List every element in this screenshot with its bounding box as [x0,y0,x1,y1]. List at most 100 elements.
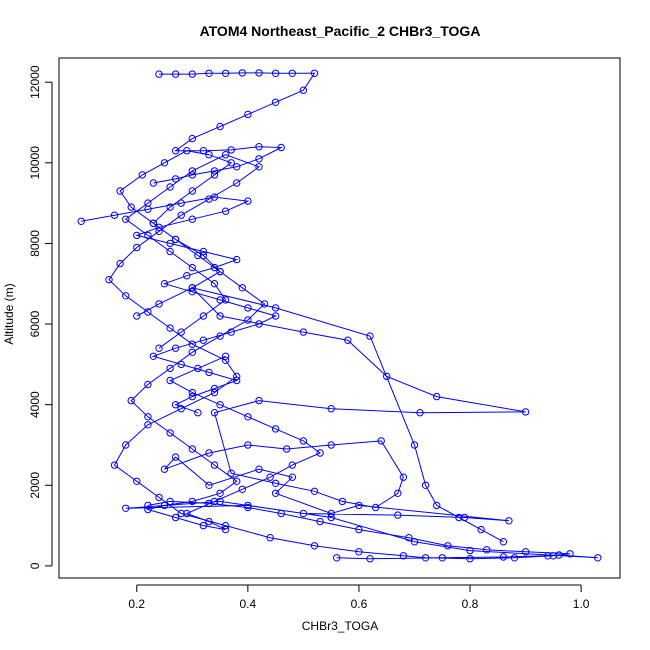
data-point [310,542,319,550]
data-point [327,441,335,449]
data-point [216,312,224,320]
y-tick-label: 10000 [28,146,42,180]
data-point [221,525,230,534]
data-point [144,505,152,514]
data-point [483,546,491,554]
data-point [127,396,135,405]
data-point [216,489,224,497]
data-point [127,203,135,211]
x-tick-label: 0.6 [351,597,368,611]
data-point [594,554,602,562]
data-point [521,548,530,556]
series-line [108,154,571,560]
data-point [133,312,141,320]
data-point [288,69,296,78]
data-point [160,501,169,510]
data-point [288,473,296,481]
data-point [366,555,374,563]
data-point [299,509,308,518]
data-point [149,219,158,228]
data-point [299,86,308,94]
data-point [221,151,230,159]
data-point [133,243,141,252]
y-tick-label: 0 [28,562,42,569]
data-point [138,171,147,179]
data-point [105,276,113,284]
chart-title: ATOM4 Northeast_Pacific_2 CHBr3_TOGA [200,23,481,39]
data-point [188,497,197,506]
data-point [177,211,185,219]
data-point [110,211,119,219]
y-axis-label: Altitude (m) [2,283,16,344]
data-point [188,215,197,223]
data-point [283,445,291,453]
data-point [405,534,413,542]
data-point [244,304,252,312]
data-point [188,263,197,272]
data-point [133,231,141,240]
data-point [399,552,408,560]
data-point [177,509,185,518]
data-point [166,429,174,437]
data-point [466,555,474,563]
y-tick-label: 6000 [28,310,42,337]
data-point [266,534,274,542]
data-point [227,159,235,167]
x-axis-label: CHBr3_TOGA [302,619,378,633]
data-point [394,511,402,519]
data-point [394,489,402,497]
data-point [355,548,363,556]
data-point [433,501,441,510]
data-point [255,155,263,163]
data-point [188,167,197,175]
data-point [144,205,152,213]
data-point [188,388,197,397]
data-point [194,251,202,260]
data-point [344,336,352,344]
data-point [205,517,213,526]
data-point [116,187,124,195]
data-point [160,280,169,288]
data-point [149,179,158,187]
y-tick-label: 8000 [28,230,42,257]
data-point [188,70,197,78]
data-point [77,217,85,226]
data-point [221,521,230,530]
data-point [255,163,263,171]
data-point [260,300,269,308]
data-point [444,542,452,550]
data-point [410,441,419,449]
data-point [144,501,152,510]
data-point [221,207,230,215]
data-point [433,392,441,401]
data-point [177,199,185,207]
data-point [399,473,408,481]
y-tick-label: 2000 [28,472,42,499]
data-point [188,348,197,356]
data-point [160,465,169,473]
data-point [188,288,197,296]
data-point [221,356,230,364]
data-point [205,151,213,159]
data-point [238,485,247,493]
data-point [171,70,180,78]
data-point [266,473,274,481]
data-point [216,267,224,276]
data-point [277,509,285,518]
data-point [255,396,263,405]
data-point [499,538,508,546]
data-point [199,147,208,155]
data-point [155,300,163,308]
data-point [327,509,335,518]
data-point [244,197,252,205]
data-point [122,292,130,300]
data-point [227,328,235,336]
data-point [199,521,208,530]
data-point [271,98,280,107]
data-point [171,235,180,244]
data-point [177,360,185,369]
data-point [210,193,219,201]
data-point [371,503,380,512]
data-point [199,336,208,344]
data-point [171,147,180,155]
